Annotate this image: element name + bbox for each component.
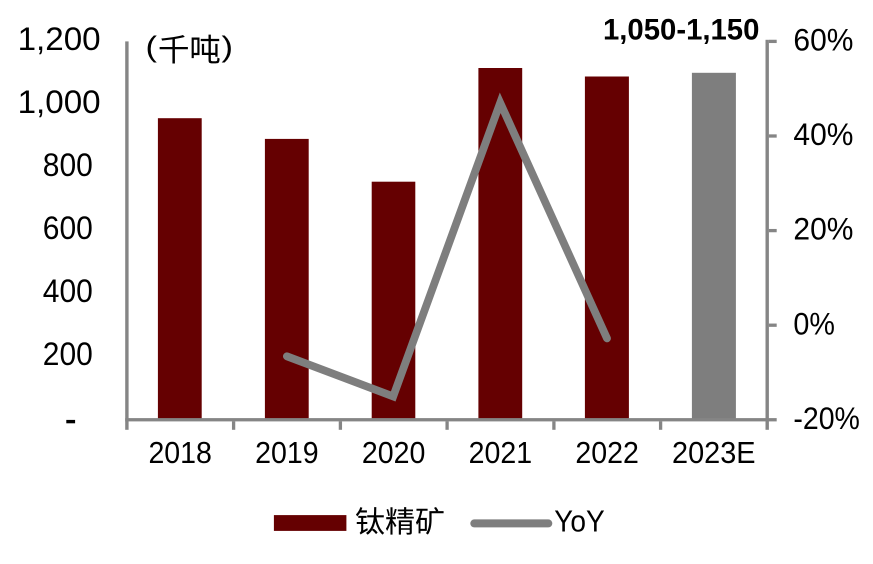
- svg-text:YoY: YoY: [554, 504, 605, 539]
- svg-text:2023E: 2023E: [672, 436, 756, 470]
- svg-text:): ): [222, 32, 234, 64]
- svg-text:2021: 2021: [469, 436, 533, 470]
- svg-text:200: 200: [43, 336, 93, 372]
- svg-text:-20%: -20%: [793, 400, 860, 436]
- svg-text:2020: 2020: [362, 436, 426, 470]
- svg-text:600: 600: [43, 210, 93, 246]
- svg-text:60%: 60%: [793, 22, 853, 58]
- svg-text:800: 800: [43, 147, 93, 183]
- svg-text:1,000: 1,000: [18, 84, 101, 120]
- svg-text:2019: 2019: [255, 436, 319, 470]
- svg-text:40%: 40%: [793, 116, 853, 152]
- svg-text:2018: 2018: [148, 436, 212, 470]
- svg-text:0%: 0%: [793, 305, 835, 341]
- svg-text:1,050-1,150: 1,050-1,150: [603, 13, 759, 46]
- svg-text:2022: 2022: [575, 436, 639, 470]
- svg-text:(: (: [146, 32, 158, 64]
- svg-text:1,200: 1,200: [18, 21, 101, 57]
- svg-text:20%: 20%: [793, 211, 853, 247]
- svg-text:400: 400: [43, 273, 93, 309]
